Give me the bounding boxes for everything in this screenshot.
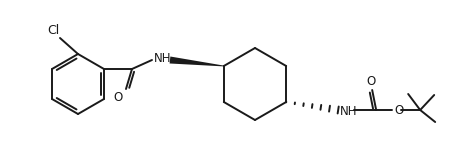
Text: O: O xyxy=(394,103,403,116)
Polygon shape xyxy=(169,56,224,66)
Text: NH: NH xyxy=(340,104,358,117)
Text: O: O xyxy=(114,91,123,104)
Text: NH: NH xyxy=(154,52,171,66)
Text: Cl: Cl xyxy=(47,24,59,37)
Text: O: O xyxy=(366,75,376,88)
